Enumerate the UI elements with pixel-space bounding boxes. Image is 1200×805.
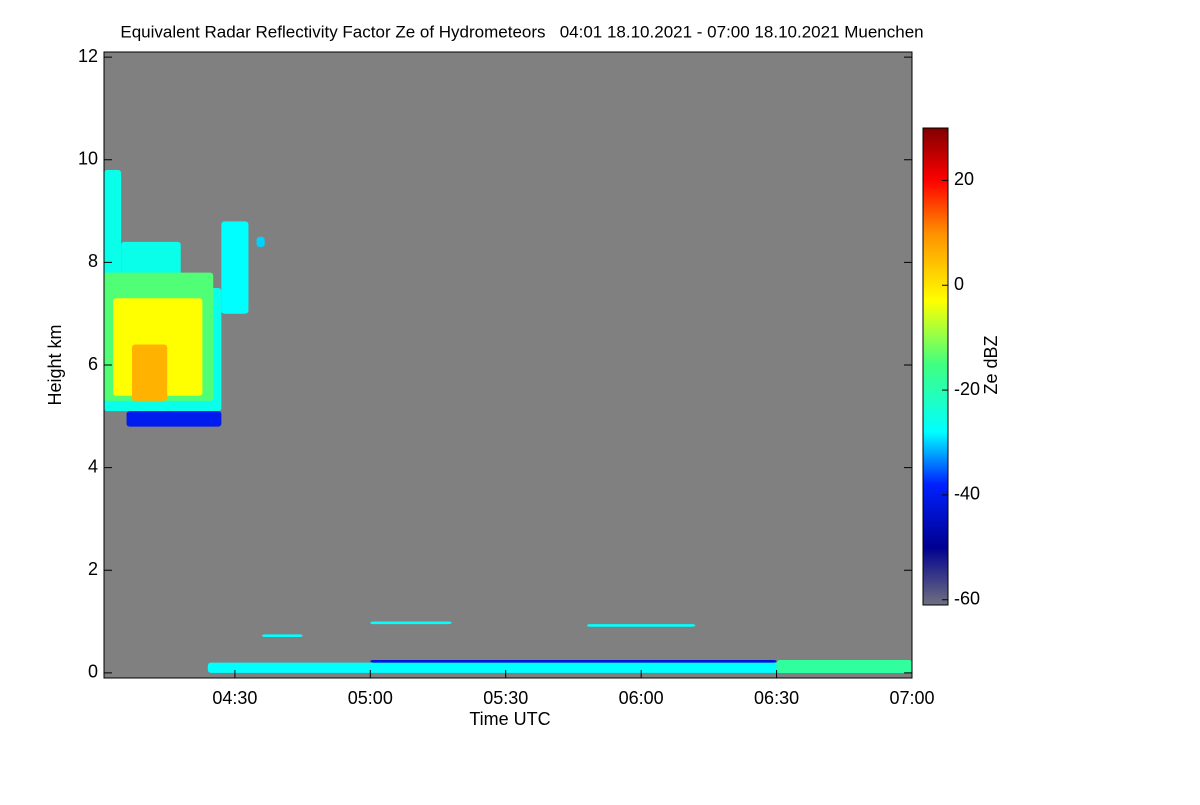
y-tick-label: 10 (78, 149, 98, 169)
echo-cell (256, 236, 265, 247)
echo-cell (261, 634, 303, 637)
echo-cell (776, 660, 912, 673)
x-tick-label: 05:00 (348, 688, 393, 708)
colorbar-label: Ze dBZ (981, 335, 1001, 394)
echo-cell (370, 660, 777, 663)
colorbar (922, 127, 949, 606)
y-tick-label: 6 (88, 354, 98, 374)
colorbar-tick-label: 0 (954, 274, 964, 294)
x-tick-label: 07:00 (889, 688, 934, 708)
x-tick-label: 04:30 (212, 688, 257, 708)
y-tick-label: 0 (88, 662, 98, 682)
echo-cell (586, 624, 696, 627)
echo-cell (104, 170, 122, 289)
echo-cell (370, 621, 452, 625)
chart-title: Equivalent Radar Reflectivity Factor Ze … (120, 22, 923, 41)
y-tick-label: 4 (88, 456, 98, 476)
x-tick-label: 05:30 (483, 688, 528, 708)
y-tick-label: 12 (78, 46, 98, 66)
echo-cell (207, 662, 912, 673)
y-axis-label: Height km (45, 324, 65, 405)
colorbar-tick-label: 20 (954, 169, 974, 189)
y-tick-label: 2 (88, 559, 98, 579)
echo-cell (221, 221, 249, 314)
echo-cell (131, 344, 168, 401)
x-axis-label: Time UTC (469, 709, 550, 729)
x-tick-label: 06:30 (754, 688, 799, 708)
plot-background (104, 52, 912, 678)
colorbar-tick-label: -40 (954, 484, 980, 504)
echo-cell (126, 411, 222, 427)
colorbar-tick-label: -20 (954, 379, 980, 399)
x-tick-label: 06:00 (619, 688, 664, 708)
y-tick-label: 8 (88, 251, 98, 271)
colorbar-tick-label: -60 (954, 589, 980, 609)
